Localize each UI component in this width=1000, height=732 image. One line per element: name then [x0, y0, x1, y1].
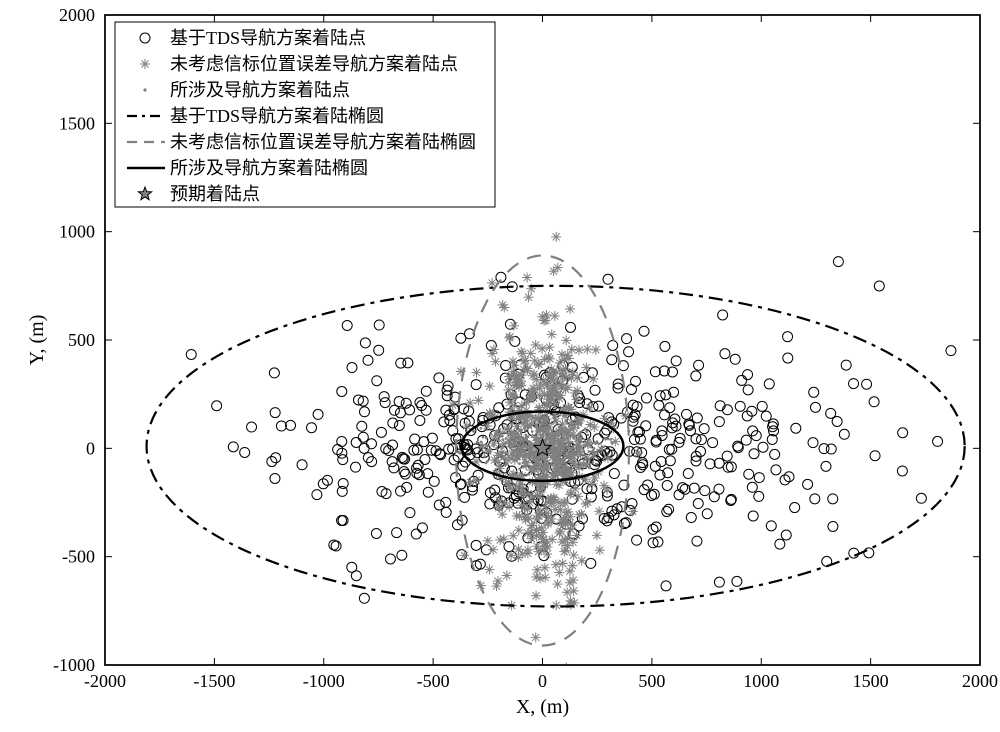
- legend: 基于TDS导航方案着陆点未考虑信标位置误差导航方案着陆点所涉及导航方案着陆点基于…: [115, 22, 495, 207]
- x-tick-label: 500: [638, 671, 665, 691]
- y-tick-label: 1500: [59, 113, 95, 133]
- legend-label-ell_da: 未考虑信标位置误差导航方案着陆椭圆: [170, 132, 476, 152]
- y-tick-label: 2000: [59, 5, 95, 25]
- legend-sample-dots: [143, 88, 146, 91]
- legend-label-stars: 未考虑信标位置误差导航方案着陆点: [170, 54, 458, 74]
- x-tick-label: -1500: [193, 671, 235, 691]
- y-tick-label: 0: [86, 438, 95, 458]
- y-tick-label: 500: [68, 330, 95, 350]
- x-tick-label: 1500: [853, 671, 889, 691]
- x-tick-label: 0: [538, 671, 547, 691]
- legend-label-ell_so: 所涉及导航方案着陆椭圆: [170, 158, 368, 178]
- legend-label-expected: 预期着陆点: [170, 184, 260, 204]
- chart-svg: -2000-1500-1000-5000500100015002000-1000…: [0, 0, 1000, 732]
- y-tick-label: -500: [62, 547, 95, 567]
- legend-label-dots: 所涉及导航方案着陆点: [170, 80, 350, 100]
- x-axis-label: X, (m): [516, 696, 569, 718]
- x-tick-label: -500: [417, 671, 450, 691]
- x-tick-label: 1000: [743, 671, 779, 691]
- x-tick-label: -1000: [303, 671, 345, 691]
- legend-label-ell_dd: 基于TDS导航方案着陆椭圆: [170, 106, 384, 126]
- chart-root: -2000-1500-1000-5000500100015002000-1000…: [0, 0, 1000, 732]
- y-axis-label: Y, (m): [26, 315, 48, 366]
- y-tick-label: -1000: [53, 655, 95, 675]
- legend-label-circles: 基于TDS导航方案着陆点: [170, 28, 366, 48]
- y-tick-label: 1000: [59, 222, 95, 242]
- legend-sample-stars: [140, 59, 150, 69]
- x-tick-label: 2000: [962, 671, 998, 691]
